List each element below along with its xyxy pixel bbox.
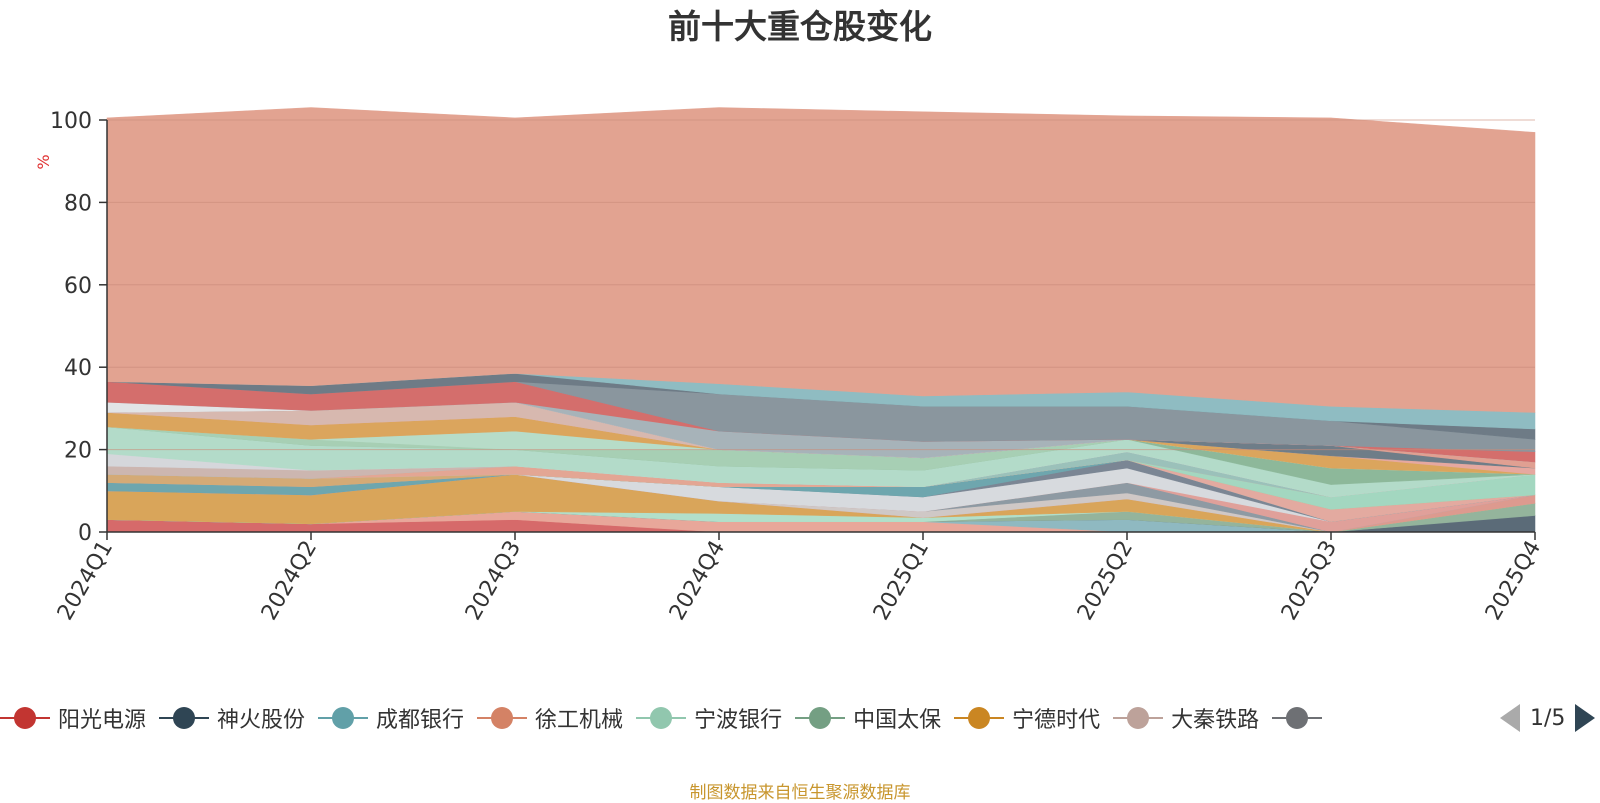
data-source-note: 制图数据来自恒生聚源数据库 (689, 783, 911, 803)
stacked-areas (106, 107, 1536, 533)
legend-item[interactable]: 大秦铁路 (1113, 703, 1259, 733)
legend-item[interactable]: 成都银行 (318, 703, 464, 733)
x-tick-label: 2025Q2 (1073, 537, 1138, 625)
y-tick-label: 20 (64, 439, 92, 464)
x-tick-label: 2024Q3 (461, 537, 526, 625)
legend-item[interactable]: 中国太保 (795, 703, 941, 733)
legend-marker-icon (159, 706, 210, 730)
legend-item[interactable]: 神火股份 (159, 703, 305, 733)
legend-item[interactable]: 徐工机械 (477, 703, 623, 733)
legend-label: 徐工机械 (535, 708, 624, 733)
legend-label: 宁德时代 (1012, 708, 1101, 733)
legend-marker-icon (1272, 706, 1323, 730)
x-tick-label: 2025Q3 (1277, 537, 1342, 625)
y-axis-unit-label: % (34, 154, 53, 169)
x-tick-label: 2025Q4 (1481, 537, 1546, 625)
legend-marker-icon (0, 706, 50, 730)
legend-marker-icon (1113, 706, 1164, 730)
legend-marker-icon (477, 706, 528, 730)
legend-page-indicator: 1/5 (1530, 705, 1566, 731)
x-tick-label: 2024Q1 (53, 537, 118, 625)
legend: 阳光电源 神火股份 成都银行 徐工机械 宁波银行 中国太保 宁德时代 大秦铁路 1/5 (0, 703, 1600, 733)
y-tick-label: 0 (78, 521, 92, 546)
y-tick-label: 60 (64, 274, 92, 299)
x-tick-label: 2025Q1 (869, 537, 934, 625)
legend-label: 中国太保 (853, 708, 942, 733)
y-tick-label: 40 (64, 356, 92, 381)
legend-item[interactable] (1272, 706, 1330, 730)
chart-title: 前十大重仓股变化 (668, 7, 932, 46)
legend-label: 成都银行 (376, 708, 465, 733)
area-series-37 (106, 107, 1536, 413)
grid-lines (107, 119, 1535, 451)
legend-pager: 1/5 (1500, 703, 1596, 733)
legend-label: 神火股份 (217, 708, 306, 733)
y-tick-label: 100 (50, 109, 92, 134)
x-tick-label: 2024Q2 (257, 537, 322, 625)
legend-item[interactable]: 宁波银行 (636, 703, 782, 733)
legend-marker-icon (636, 706, 687, 730)
previous-page-icon[interactable] (1500, 704, 1520, 732)
legend-marker-icon (954, 706, 1005, 730)
legend-label: 宁波银行 (694, 708, 783, 733)
legend-items: 阳光电源 神火股份 成都银行 徐工机械 宁波银行 中国太保 宁德时代 大秦铁路 (0, 703, 1467, 733)
legend-marker-icon (795, 706, 846, 730)
next-page-icon[interactable] (1575, 704, 1596, 732)
legend-item[interactable]: 宁德时代 (954, 703, 1100, 733)
y-tick-label: 80 (64, 191, 92, 216)
x-tick-label: 2024Q4 (665, 537, 730, 625)
legend-label: 大秦铁路 (1171, 708, 1260, 733)
legend-label: 阳光电源 (58, 708, 147, 733)
legend-marker-icon (318, 706, 369, 730)
legend-item[interactable]: 阳光电源 (0, 703, 146, 733)
